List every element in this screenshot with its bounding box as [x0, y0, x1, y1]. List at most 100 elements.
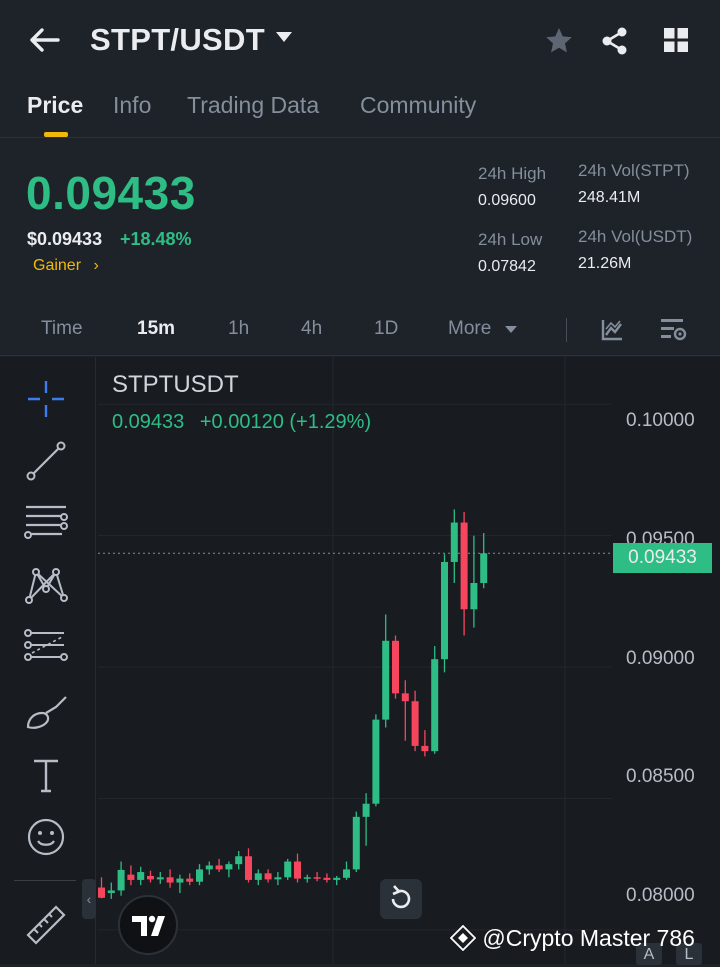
stat-vol-base-label: 24h Vol(STPT)	[578, 161, 690, 180]
interval-4h[interactable]: 4h	[301, 318, 323, 339]
candle	[382, 614, 390, 728]
interval-1h[interactable]: 1h	[228, 318, 250, 339]
interval-time[interactable]: Time	[41, 318, 83, 339]
candle	[205, 861, 213, 875]
chart-legend: 0.09433 +0.00120 (+1.29%)	[112, 411, 371, 434]
stat-high-value: 0.09600	[478, 192, 536, 209]
interval-15m[interactable]: 15m	[137, 318, 176, 339]
candle	[98, 877, 105, 899]
candle	[401, 680, 409, 741]
dropdown-caret-icon[interactable]	[276, 32, 292, 42]
binance-diamond-icon	[449, 924, 477, 952]
candle-body	[254, 873, 262, 880]
fib-retracement-icon[interactable]	[22, 623, 70, 671]
candle-body	[460, 522, 468, 610]
percent-change: +18.48%	[120, 229, 192, 249]
candle	[166, 869, 174, 888]
stat-low-label: 24h Low	[478, 230, 543, 249]
candle	[460, 512, 468, 636]
candle	[186, 873, 194, 886]
candle	[245, 848, 252, 883]
y-axis-label: 0.08000	[626, 885, 695, 906]
horizontal-lines-icon[interactable]	[22, 499, 70, 547]
y-axis-label: 0.08500	[626, 766, 695, 787]
candle	[313, 872, 321, 882]
y-axis-label: 0.10000	[626, 410, 695, 431]
emoji-icon[interactable]	[22, 813, 70, 861]
candle-body	[382, 640, 390, 720]
candle	[362, 793, 370, 846]
stat-low-value: 0.07842	[478, 258, 536, 275]
candle-body	[196, 869, 203, 882]
stat-vol-quote-value: 21.26M	[578, 255, 632, 272]
candles-group	[98, 509, 488, 899]
tradingview-logo[interactable]	[118, 895, 178, 955]
tab-trading-data[interactable]: Trading Data	[187, 92, 320, 118]
candle	[147, 870, 154, 883]
star-icon[interactable]	[544, 26, 574, 56]
candle	[372, 714, 380, 807]
crosshair-icon[interactable]	[22, 375, 70, 423]
divider	[566, 318, 567, 342]
candle	[127, 865, 135, 886]
candle	[470, 535, 478, 628]
chart-grid	[98, 357, 612, 964]
fiat-price: $0.09433	[27, 229, 103, 249]
gainer-link[interactable]: Gainer ›	[33, 257, 99, 275]
candle	[117, 861, 125, 896]
current-price-tag: 0.09433	[613, 543, 712, 573]
candle-body	[107, 890, 115, 894]
tab-info[interactable]: Info	[113, 92, 152, 118]
pattern-icon[interactable]	[22, 561, 70, 609]
auto-scale-button[interactable]: A	[636, 943, 662, 965]
candle-body	[294, 861, 301, 879]
stat-vol-base-value: 248.41M	[578, 189, 641, 206]
candle	[225, 861, 233, 878]
candle	[441, 554, 448, 673]
candle	[107, 882, 115, 899]
candle-body	[313, 877, 321, 879]
grid-icon[interactable]	[662, 26, 690, 54]
candle-body	[401, 693, 409, 702]
ruler-icon[interactable]	[22, 899, 70, 947]
y-axis-label: 0.09000	[626, 648, 695, 669]
candle-body	[450, 522, 458, 562]
interval-more[interactable]: More	[448, 318, 492, 339]
candle	[421, 730, 429, 757]
share-icon[interactable]	[600, 26, 630, 56]
tab-community[interactable]: Community	[360, 92, 477, 118]
interval-1d[interactable]: 1D	[374, 318, 399, 339]
pair-title[interactable]: STPT/USDT	[90, 22, 265, 57]
tab-price[interactable]: Price	[27, 92, 84, 118]
candle-body	[225, 864, 233, 870]
gainer-label: Gainer	[33, 257, 82, 274]
candle-body	[215, 865, 223, 870]
legend-price: 0.09433	[112, 411, 185, 433]
reset-chart-icon[interactable]	[380, 879, 422, 919]
candle-body	[274, 877, 282, 880]
candle-body	[421, 745, 429, 752]
candle	[480, 533, 488, 589]
log-scale-button[interactable]: L	[676, 943, 702, 965]
trend-line-icon[interactable]	[22, 437, 70, 485]
brush-icon[interactable]	[22, 689, 70, 737]
chevron-right-icon: ›	[93, 257, 99, 274]
candle-body	[343, 869, 350, 878]
stat-vol-quote-label: 24h Vol(USDT)	[578, 227, 693, 246]
candle	[284, 858, 292, 880]
collapse-toolbar-button[interactable]: ‹	[82, 879, 96, 919]
stat-high-label: 24h High	[478, 164, 547, 183]
indicators-icon[interactable]	[600, 318, 624, 342]
candlestick-chart[interactable]	[0, 357, 720, 964]
chart-symbol: STPTUSDT	[112, 371, 239, 398]
tab-bar: Price Info Trading Data Community	[0, 86, 720, 138]
back-arrow-icon[interactable]	[26, 24, 62, 56]
candle-body	[480, 553, 488, 583]
candle	[343, 861, 350, 880]
candle-body	[137, 872, 145, 880]
chart-settings-icon[interactable]	[660, 317, 688, 343]
candle-body	[411, 701, 419, 746]
chart-area[interactable]: ‹ STPTUSDT 0.09433 +0.00120 (+1.29%) 0.1…	[0, 357, 720, 965]
candle	[235, 851, 243, 870]
text-icon[interactable]	[22, 751, 70, 799]
